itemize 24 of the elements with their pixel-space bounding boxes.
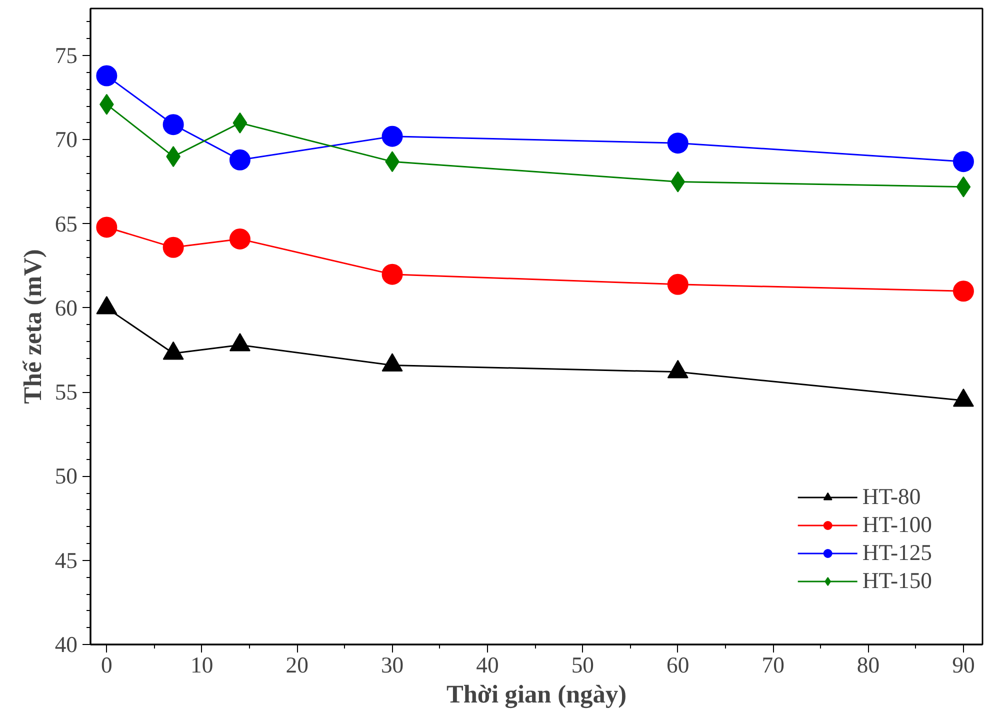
y-tick-label: 60 xyxy=(54,295,78,320)
y-tick-label: 65 xyxy=(54,211,78,236)
y-tick-label: 50 xyxy=(54,464,78,489)
x-axis-title: Thời gian (ngày) xyxy=(446,680,627,708)
y-tick-label: 40 xyxy=(54,632,78,657)
y-tick-label: 70 xyxy=(54,127,78,152)
x-tick-label: 10 xyxy=(190,652,214,678)
y-axis-title: Thế zeta (mV) xyxy=(18,249,47,404)
y-tick-label: 75 xyxy=(54,43,78,68)
legend-label: HT-125 xyxy=(862,540,932,566)
x-tick-label: 50 xyxy=(571,652,594,678)
x-tick-label: 70 xyxy=(762,652,784,678)
x-tick-label: 20 xyxy=(286,652,308,678)
x-tick-label: 80 xyxy=(856,652,880,678)
legend-label: HT-100 xyxy=(862,512,932,538)
legend-label: HT-80 xyxy=(862,484,921,510)
x-tick-label: 30 xyxy=(380,652,404,678)
x-tick-label: 90 xyxy=(952,652,975,678)
legend-label: HT-150 xyxy=(862,568,932,594)
y-tick-label: 55 xyxy=(54,380,78,405)
x-tick-label: 0 xyxy=(101,652,112,678)
y-tick-label: 45 xyxy=(54,548,78,573)
x-tick-label: 60 xyxy=(666,652,690,678)
x-tick-label: 40 xyxy=(476,652,499,678)
